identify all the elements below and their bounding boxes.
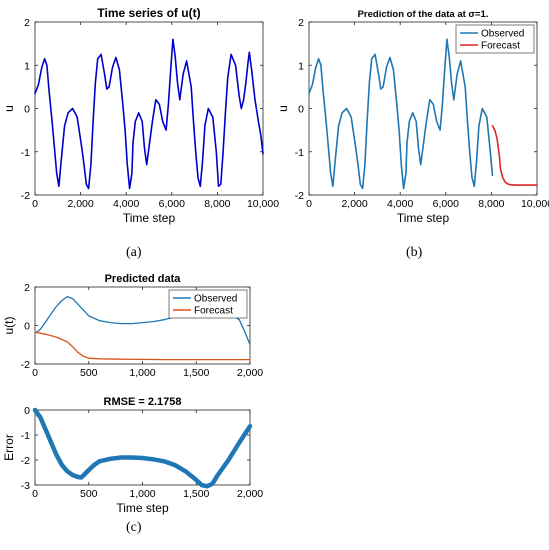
x-tick-label: 2,000 — [237, 488, 263, 500]
caption-a: (a) — [126, 245, 142, 260]
x-tick-label: 6,000 — [433, 198, 459, 210]
y-tick-label: 0 — [24, 321, 30, 333]
y-tick-label: -2 — [295, 190, 304, 202]
chart-title: Predicted data — [105, 273, 182, 285]
x-tick-label: 0 — [32, 488, 38, 500]
x-tick-label: 6,000 — [159, 198, 185, 210]
y-tick-label: -2 — [21, 455, 30, 467]
y-tick-label: 0 — [24, 405, 30, 417]
y-tick-label: -1 — [21, 147, 30, 159]
series-line-observed — [308, 38, 494, 190]
series-line-0 — [32, 407, 253, 489]
y-tick-label: 2 — [24, 282, 30, 294]
y-tick-label: 2 — [298, 17, 304, 29]
y-tick-label: 0 — [24, 104, 30, 116]
series-line-0 — [34, 38, 264, 190]
series-line-forecast — [491, 125, 538, 186]
chart-title: RMSE = 2.1758 — [104, 396, 182, 408]
legend-label: Forecast — [194, 306, 233, 317]
y-axis-label: Error — [2, 434, 16, 461]
y-tick-label: 2 — [24, 17, 30, 29]
x-tick-label: 10,000 — [521, 198, 549, 210]
x-axis-label: Time step — [123, 211, 176, 225]
chart-c-bottom: RMSE = 2.1758 0 500 1,000 1,500 2,000 -3 -2 -1 0 T… — [2, 396, 263, 515]
y-tick-label: 0 — [298, 104, 304, 116]
y-tick-label: -2 — [21, 190, 30, 202]
legend-label: Observed — [481, 29, 524, 40]
x-tick-label: 8,000 — [204, 198, 230, 210]
x-tick-label: 10,000 — [247, 198, 279, 210]
series-line-forecast — [34, 331, 251, 361]
x-tick-label: 1,000 — [129, 367, 155, 379]
x-tick-label: 4,000 — [387, 198, 413, 210]
chart-b: Prediction of the data at σ=1. 0 2,000 4,00… — [276, 9, 549, 225]
x-tick-label: 0 — [32, 367, 38, 379]
x-axis-label: Time step — [397, 211, 450, 225]
x-tick-label: 1,500 — [183, 367, 209, 379]
x-tick-label: 4,000 — [113, 198, 139, 210]
legend-box — [168, 289, 248, 319]
y-tick-label: -2 — [21, 359, 30, 371]
y-tick-label: -3 — [21, 480, 30, 492]
plot-area — [34, 21, 264, 196]
x-axis-label: Time step — [116, 501, 169, 515]
y-tick-label: 1 — [24, 60, 30, 72]
y-tick-label: 1 — [298, 60, 304, 72]
y-tick-label: -1 — [295, 147, 304, 159]
x-tick-label: 1,500 — [183, 488, 209, 500]
y-tick-label: -1 — [21, 430, 30, 442]
y-axis-label: u — [276, 105, 290, 112]
caption-b: (b) — [406, 245, 423, 260]
y-axis-label: u(t) — [2, 316, 16, 334]
legend-label: Forecast — [481, 41, 520, 52]
y-axis-label: u — [2, 105, 16, 112]
legend-label: Observed — [194, 294, 237, 305]
caption-c: (c) — [126, 520, 142, 535]
chart-a: Time series of u(t) 0 2,000 4,000 6,000 8,000… — [2, 6, 279, 225]
x-tick-label: 2,000 — [67, 198, 93, 210]
x-tick-label: 500 — [80, 488, 98, 500]
chart-title: Time series of u(t) — [97, 6, 200, 20]
x-tick-label: 0 — [306, 198, 312, 210]
x-tick-label: 8,000 — [478, 198, 504, 210]
x-tick-label: 500 — [80, 367, 98, 379]
x-tick-label: 2,000 — [341, 198, 367, 210]
x-tick-label: 1,000 — [129, 488, 155, 500]
legend-box — [455, 24, 535, 54]
chart-title: Prediction of the data at σ=1. — [358, 9, 489, 20]
x-tick-label: 0 — [32, 198, 38, 210]
x-tick-label: 2,000 — [237, 367, 263, 379]
